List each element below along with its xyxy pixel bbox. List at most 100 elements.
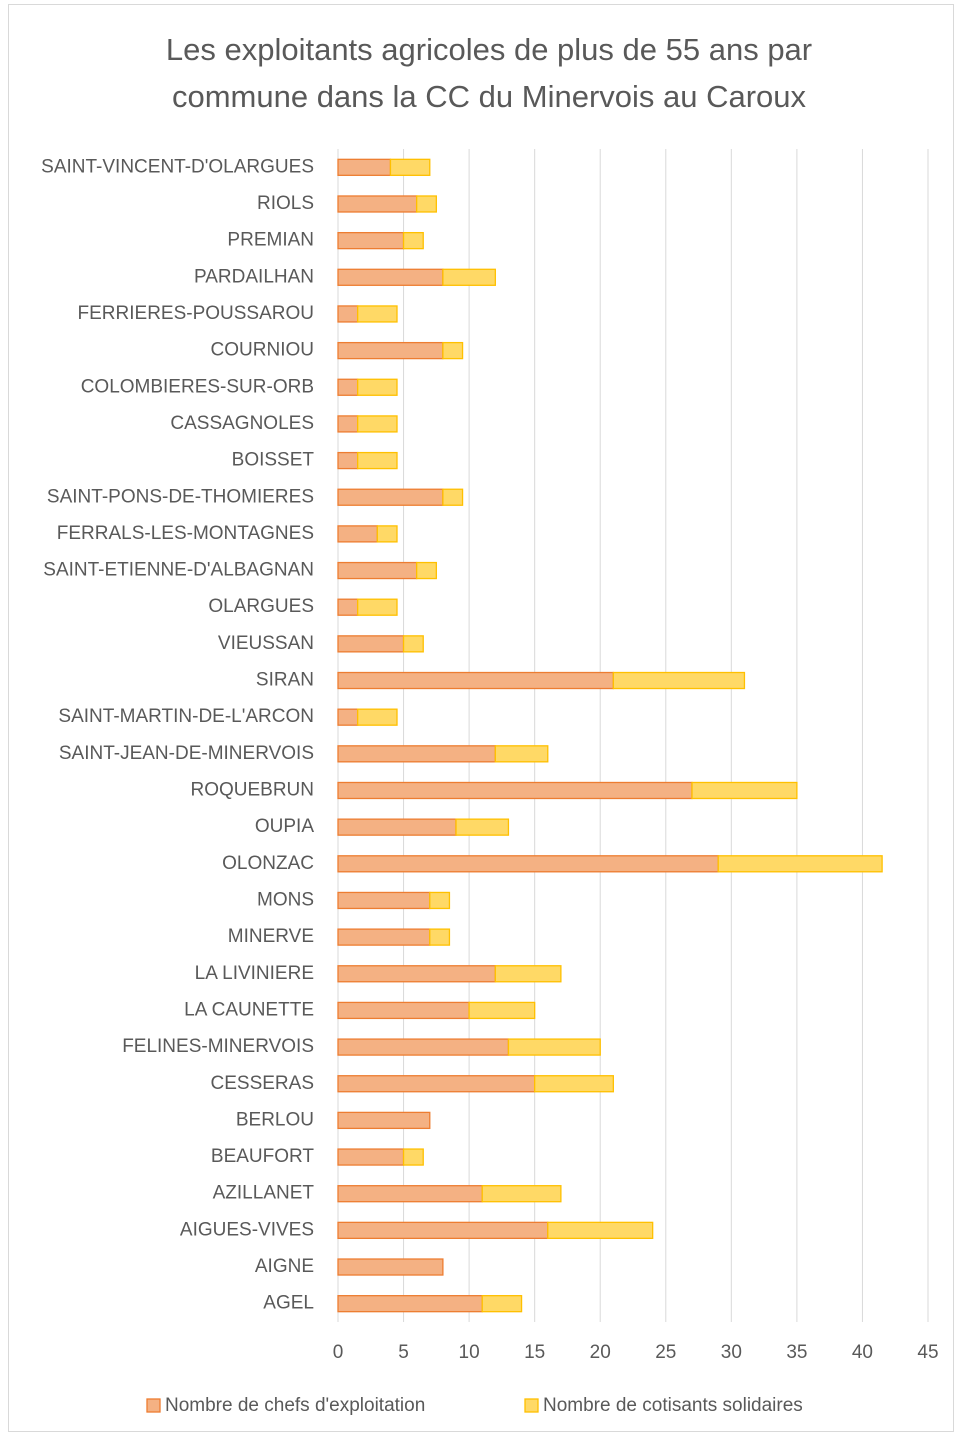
bar-segment [337,158,392,176]
bar-segment [337,1038,510,1056]
y-tick-label: COLOMBIERES-SUR-ORB [81,376,314,397]
bar-segment [612,671,746,690]
y-tick-label: SAINT-VINCENT-D'OLARGUES [41,156,314,177]
bar-segment [337,195,418,213]
bar-segment [357,598,398,616]
bar-segment [547,1221,654,1240]
bar-segment [357,708,398,726]
y-tick-label: RIOLS [257,193,314,214]
y-tick-label: SAINT-ETIENNE-D'ALBAGNAN [43,560,314,581]
y-tick-label: COURNIOU [211,340,314,361]
bar-segment [337,1295,483,1313]
bar-segment [357,305,398,323]
legend-swatch [524,1398,539,1413]
y-tick-label: FELINES-MINERVOIS [122,1036,314,1057]
bar-segment [376,525,398,543]
bar-segment [429,928,451,946]
bar-segment [507,1038,601,1056]
bar-segment [481,1185,562,1203]
bar-segment [402,635,424,653]
bar-segment [481,1295,523,1313]
bar-segment [337,268,444,286]
legend-label: Nombre de cotisants solidaires [543,1395,803,1416]
y-tick-label: BERLOU [236,1109,314,1130]
y-tick-label: MONS [257,889,314,910]
bar-segment [337,855,719,873]
chart-title: Les exploitants agricoles de plus de 55 … [165,32,813,114]
y-tick-label: PARDAILHAN [194,266,314,287]
bar-segment [337,781,693,800]
y-tick-label: OLONZAC [222,853,314,874]
bar-segment [468,1001,536,1020]
x-tick-label: 35 [786,1342,807,1363]
bar-segment [337,891,431,910]
bar-segment [337,928,431,946]
y-tick-label: AZILLANET [213,1183,315,1204]
bar-segment [337,341,444,360]
bar-segment [337,965,496,983]
y-tick-label: BOISSET [232,450,315,471]
bar-segment [494,745,549,763]
y-tick-label: CESSERAS [211,1073,314,1094]
bar-segment [337,1221,549,1240]
y-tick-label: CASSAGNOLES [170,413,314,434]
bar-segment [337,378,359,396]
bar-segment [494,965,562,983]
bar-segment [357,451,398,470]
bar-segment [416,195,437,213]
y-tick-label: SAINT-PONS-DE-THOMIERES [47,486,314,507]
bar-segment [337,671,614,690]
y-tick-label: FERRIERES-POUSSAROU [78,303,314,324]
bar-segment [337,598,359,616]
y-tick-label: AIGNE [255,1256,314,1277]
bar-segment [357,415,398,433]
bar-segment [337,1111,431,1130]
bar-segment [534,1075,614,1093]
y-tick-label: FERRALS-LES-MONTAGNES [57,523,314,544]
x-tick-label: 0 [333,1342,344,1363]
bar-segment [337,818,457,836]
bar-segment [337,1185,483,1203]
y-tick-label: LA LIVINIERE [195,963,314,984]
y-tick-label: SAINT-JEAN-DE-MINERVOIS [59,743,314,764]
y-tick-label: SAINT-MARTIN-DE-L'ARCON [58,706,314,727]
bar-segment [717,855,883,873]
bar-segment [337,1258,444,1276]
bar-segment [337,635,405,653]
bar-segment [442,341,464,360]
x-tick-label: 10 [459,1342,480,1363]
bar-segment [337,1001,470,1020]
bar-segment [442,488,464,506]
y-tick-label: SIRAN [256,670,314,691]
bar-segment [416,561,437,580]
bar-segment [357,378,398,396]
bar-segment [337,525,378,543]
legend-label: Nombre de chefs d'exploitation [165,1395,425,1416]
y-tick-label: ROQUEBRUN [190,780,314,801]
bar-segment [337,1148,405,1166]
x-tick-label: 5 [398,1342,409,1363]
bar-segment [337,231,405,250]
legend-swatch [146,1398,161,1413]
y-tick-label: AIGUES-VIVES [180,1219,314,1240]
x-tick-label: 30 [721,1342,742,1363]
x-tick-label: 15 [524,1342,545,1363]
bar-segment [337,561,418,580]
x-tick-label: 25 [655,1342,676,1363]
bar-segment [429,891,451,910]
y-tick-label: OLARGUES [208,596,314,617]
y-tick-label: LA CAUNETTE [184,999,314,1020]
x-tick-label: 40 [852,1342,873,1363]
bar-segment [337,305,359,323]
bar-segment [402,231,424,250]
bar-segment [442,268,496,286]
bar-segment [337,488,444,506]
y-tick-label: BEAUFORT [211,1146,315,1167]
y-tick-label: MINERVE [228,926,314,947]
x-tick-label: 20 [590,1342,611,1363]
bar-segment [691,781,798,800]
bar-segment [337,745,496,763]
y-tick-label: OUPIA [255,816,314,837]
